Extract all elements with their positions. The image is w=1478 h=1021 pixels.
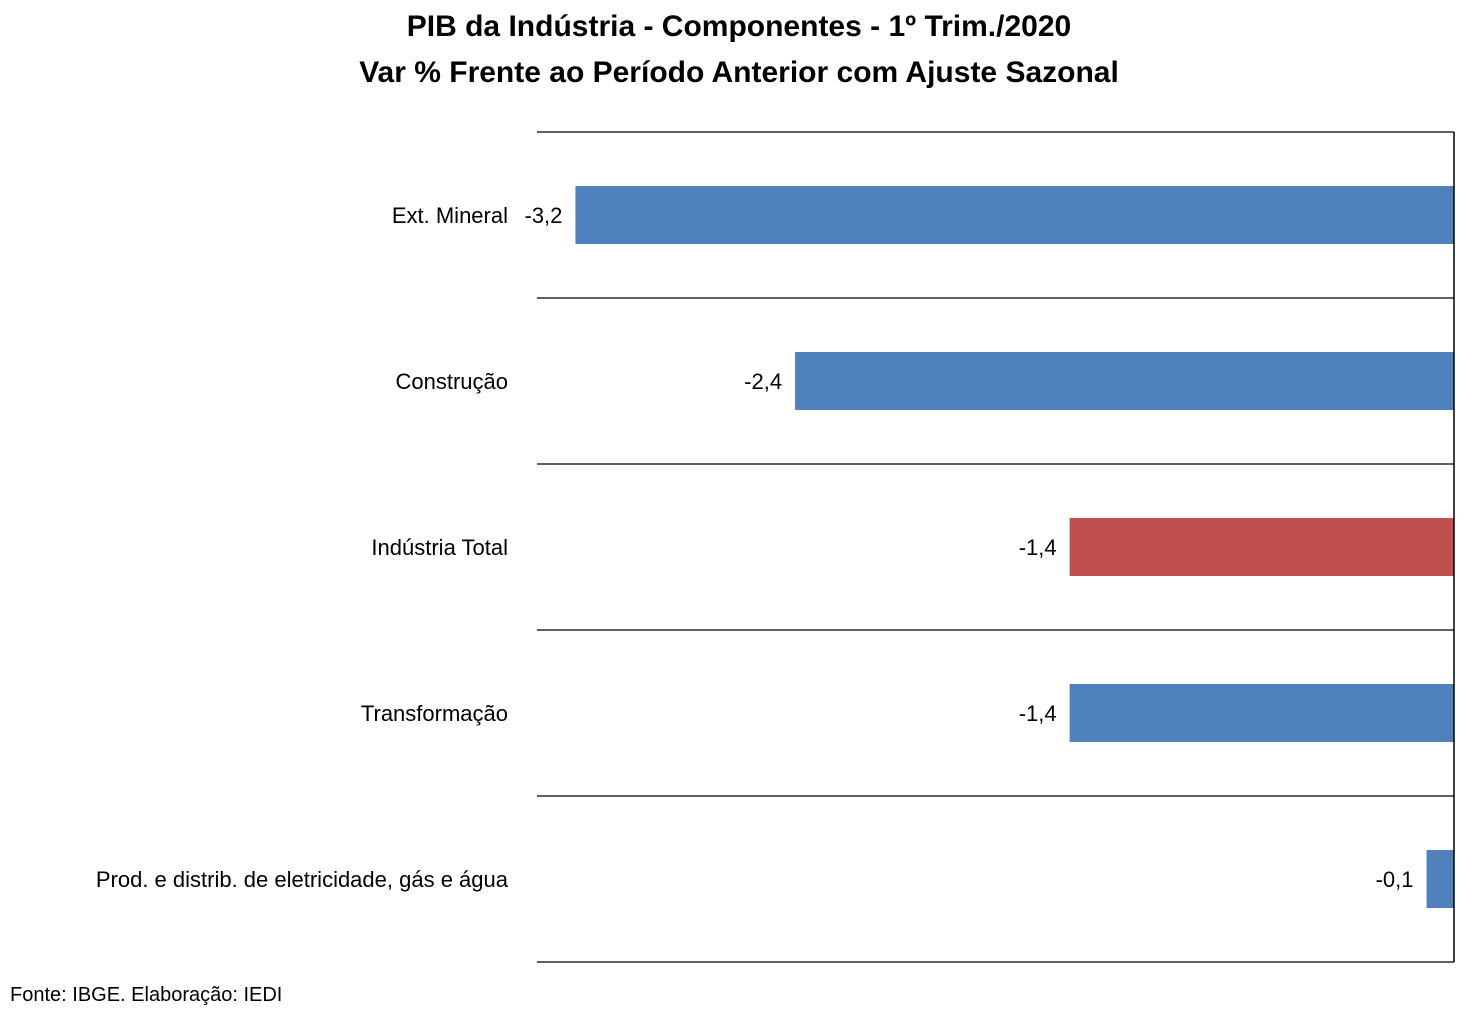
category-label: Transformação [361,701,508,726]
bar [795,352,1454,410]
category-label: Indústria Total [371,535,508,560]
category-label: Ext. Mineral [392,203,508,228]
bar [575,186,1454,244]
chart-title: PIB da Indústria - Componentes - 1º Trim… [406,10,1072,43]
bar [1426,850,1454,908]
bar [1069,684,1454,742]
data-label: -1,4 [1019,701,1057,726]
source-note: Fonte: IBGE. Elaboração: IEDI [10,984,283,1006]
chart-title-block: PIB da Indústria - Componentes - 1º Trim… [0,4,1478,96]
data-label: -1,4 [1019,535,1057,560]
data-label: -2,4 [744,369,782,394]
data-label: -3,2 [525,203,563,228]
bar [1069,518,1454,576]
category-label: Construção [395,369,508,394]
data-label: -0,1 [1376,867,1414,892]
category-label: Prod. e distrib. de eletricidade, gás e … [96,867,509,892]
chart-subtitle: Var % Frente ao Período Anterior com Aju… [359,56,1119,89]
